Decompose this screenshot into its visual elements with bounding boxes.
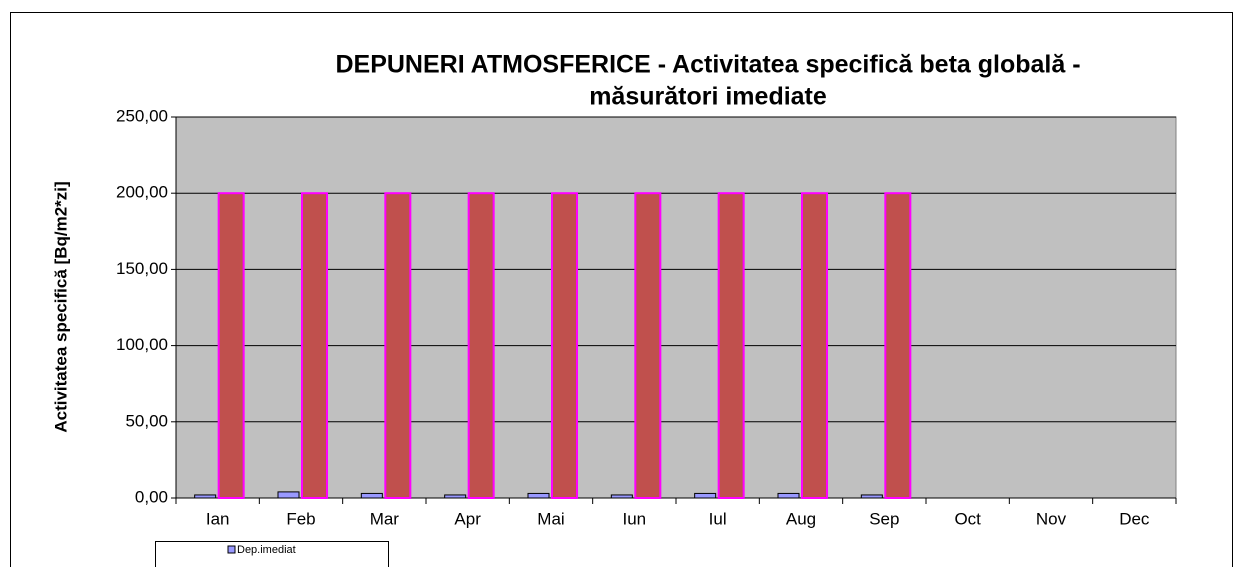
x-tick-label: Feb — [286, 509, 315, 528]
bar — [777, 492, 800, 499]
x-tick-label: Nov — [1036, 509, 1067, 528]
x-tick-label: Mar — [370, 509, 400, 528]
y-tick-label: 0,00 — [135, 487, 168, 506]
x-tick-label: Iul — [709, 509, 727, 528]
bar — [717, 192, 745, 499]
bar — [610, 494, 633, 499]
y-tick-label: 250,00 — [116, 106, 168, 125]
legend-label: Dep.imediat — [237, 544, 296, 556]
legend-swatch — [227, 545, 236, 554]
x-tick-label: Aug — [786, 509, 816, 528]
plot-area — [175, 116, 1177, 499]
bar — [384, 192, 412, 499]
chart-title-line: DEPUNERI ATMOSFERICE - Activitatea speci… — [335, 51, 1080, 79]
bar — [217, 192, 245, 499]
x-tick-label: Iun — [623, 509, 647, 528]
bar — [444, 494, 467, 499]
bar — [801, 192, 828, 499]
bar — [277, 491, 300, 499]
bar — [301, 192, 328, 499]
bar — [634, 192, 662, 499]
y-axis-label: Activitatea specifică [Bq/m2*zi] — [51, 181, 70, 432]
x-tick-label: Ian — [206, 509, 230, 528]
y-tick-label: 50,00 — [125, 411, 168, 430]
bar — [194, 494, 217, 499]
bar — [884, 192, 912, 499]
bar — [694, 492, 717, 499]
x-tick-label: Mai — [537, 509, 564, 528]
chart-title-line: măsurători imediate — [589, 83, 827, 111]
y-tick-label: 150,00 — [116, 259, 168, 278]
bar — [527, 492, 550, 499]
legend-box — [155, 541, 389, 567]
x-tick-label: Apr — [454, 509, 481, 528]
bar — [360, 492, 383, 499]
bar — [860, 494, 883, 499]
x-tick-label: Dec — [1119, 509, 1150, 528]
bar — [467, 192, 495, 499]
y-tick-label: 200,00 — [116, 183, 168, 202]
y-tick-label: 100,00 — [116, 335, 168, 354]
x-tick-label: Sep — [869, 509, 899, 528]
bar — [551, 192, 578, 499]
x-tick-label: Oct — [954, 509, 981, 528]
